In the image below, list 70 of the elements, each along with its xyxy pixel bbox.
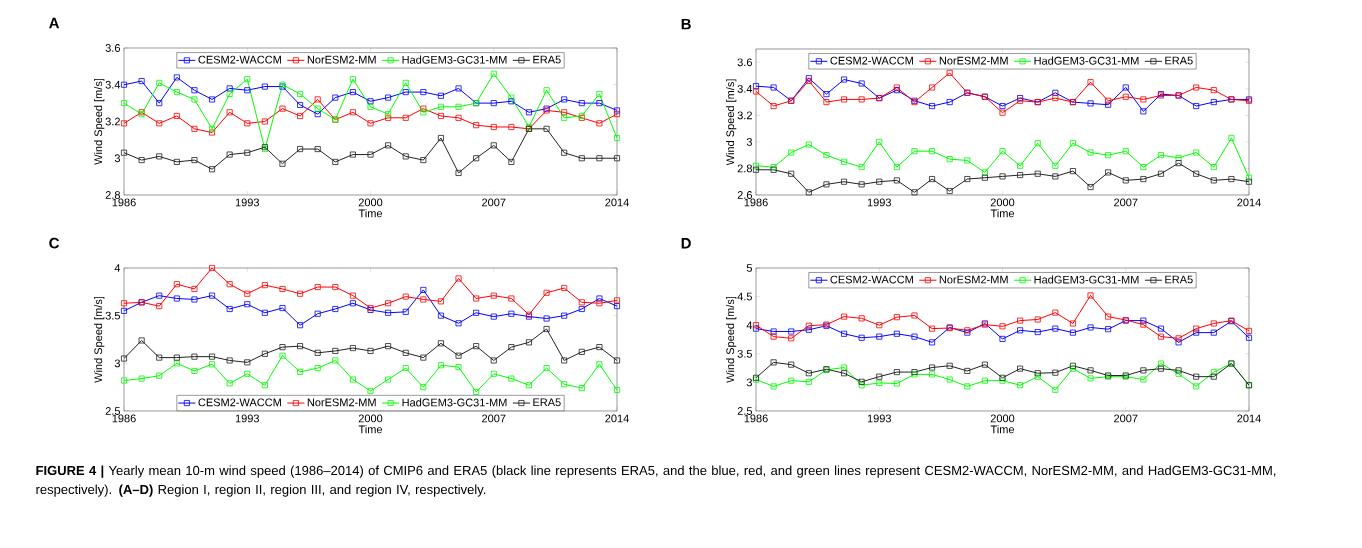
y-axis-title: Wind Speed [m/s]: [94, 78, 105, 165]
x-tick-label: 1986: [744, 198, 768, 207]
legend-label: HadGEM3-GC31-MM: [1034, 56, 1139, 65]
x-tick-label: 2000: [990, 198, 1015, 207]
legend-label: ERA5: [1165, 275, 1193, 284]
x-tick-label: 1993: [235, 414, 260, 423]
x-tick-label: 2014: [605, 198, 629, 207]
x-tick-label: 2007: [1114, 414, 1138, 423]
legend-label: HadGEM3-GC31-MM: [402, 55, 507, 64]
x-tick-label: 2007: [1114, 198, 1138, 207]
y-tick-label: 4: [114, 264, 121, 272]
legend-label: ERA5: [1165, 56, 1193, 65]
y-axis-title: Wind Speed [m/s]: [726, 79, 737, 166]
y-axis-title: Wind Speed [m/s]: [726, 296, 737, 383]
y-tick-label: 3: [114, 359, 120, 368]
x-tick-label: 2000: [358, 414, 383, 423]
legend-label: HadGEM3-GC31-MM: [402, 398, 507, 407]
y-tick-label: 3: [746, 138, 752, 146]
x-tick-label: 1993: [235, 198, 260, 207]
x-tick-label: 1986: [112, 198, 136, 207]
chart-title: A: [49, 17, 60, 29]
legend-label: NorESM2-MM: [307, 398, 376, 407]
chart-title: B: [681, 18, 691, 30]
x-axis-title: Time: [358, 425, 383, 434]
y-tick-label: 4: [746, 321, 753, 329]
x-tick-label: 2000: [990, 414, 1015, 423]
x-tick-label: 2000: [358, 198, 383, 207]
legend-label: CESM2-WACCM: [830, 56, 913, 65]
legend-label: ERA5: [533, 55, 561, 64]
y-tick-label: 3.5: [737, 349, 752, 358]
legend-label: CESM2-WACCM: [198, 398, 281, 407]
legend-label: HadGEM3-GC31-MM: [1034, 275, 1139, 284]
y-tick-label: 4.5: [737, 292, 752, 301]
text: FIGURE 4 | Yearly mean 10-m wind speed (1986–2014) of CMIP6 and ERA5 (black line represents ERA5, and the blue, red, and green lines represent CESM2-WACCM, NorESM2-MM, and HadGEM3-GC31-MM, respectively). (A–D) Region I, region II, region III, and region IV, respectively.: [36, 465, 1276, 497]
x-tick-label: 2007: [482, 414, 506, 423]
x-axis-title: Time: [990, 209, 1015, 218]
x-tick-label: 2014: [1237, 414, 1261, 423]
y-tick-label: 3: [114, 154, 120, 163]
y-tick-label: 2.8: [737, 164, 752, 173]
y-tick-label: 5: [746, 264, 752, 272]
x-axis-title: Time: [358, 209, 383, 218]
x-axis-title: Time: [990, 425, 1015, 434]
x-tick-label: 1986: [112, 414, 136, 423]
legend-label: NorESM2-MM: [307, 55, 376, 64]
legend-label: CESM2-WACCM: [198, 55, 281, 64]
x-tick-label: 1986: [744, 414, 768, 423]
y-tick-label: 2.5: [737, 407, 752, 415]
y-tick-label: 2.8: [105, 191, 120, 199]
chart-title: C: [49, 237, 60, 249]
y-axis-title: Wind Speed [m/s]: [94, 296, 105, 383]
chart-title: D: [681, 238, 691, 249]
legend-label: CESM2-WACCM: [830, 275, 913, 284]
y-tick-label: 3.5: [105, 311, 121, 320]
legend-label: NorESM2-MM: [939, 275, 1008, 284]
y-tick-label: 3.2: [105, 117, 120, 126]
y-tick-label: 3.4: [105, 80, 121, 89]
x-tick-label: 2007: [482, 198, 506, 207]
y-tick-label: 3.6: [737, 58, 752, 67]
y-tick-label: 2.6: [737, 191, 752, 199]
y-tick-label: 3: [746, 378, 752, 387]
legend-label: NorESM2-MM: [939, 56, 1008, 65]
y-tick-label: 3.6: [105, 44, 120, 52]
y-tick-label: 2.5: [105, 407, 121, 415]
legend-label: ERA5: [533, 398, 561, 407]
x-tick-label: 2014: [605, 414, 629, 423]
x-tick-label: 1993: [867, 414, 891, 423]
x-tick-label: 2014: [1237, 198, 1261, 207]
y-tick-label: 3.4: [737, 84, 753, 93]
y-tick-label: 3.2: [737, 111, 752, 120]
x-tick-label: 1993: [867, 198, 891, 207]
